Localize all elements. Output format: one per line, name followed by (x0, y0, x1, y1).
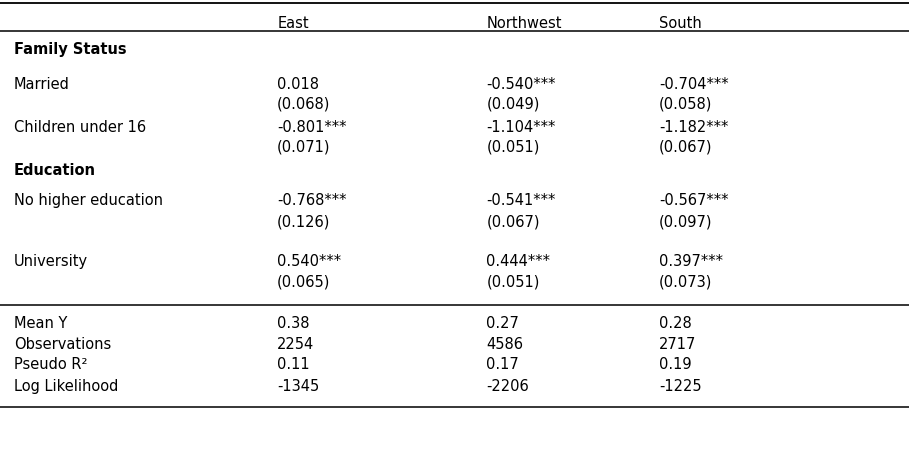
Text: 4586: 4586 (486, 337, 524, 352)
Text: Northwest: Northwest (486, 16, 562, 30)
Text: (0.067): (0.067) (486, 214, 540, 229)
Text: -1.104***: -1.104*** (486, 120, 555, 135)
Text: 0.444***: 0.444*** (486, 254, 550, 268)
Text: -0.541***: -0.541*** (486, 194, 555, 208)
Text: (0.126): (0.126) (277, 214, 331, 229)
Text: -0.801***: -0.801*** (277, 120, 346, 135)
Text: Observations: Observations (14, 337, 111, 352)
Text: (0.049): (0.049) (486, 97, 540, 111)
Text: (0.097): (0.097) (659, 214, 713, 229)
Text: (0.065): (0.065) (277, 274, 331, 289)
Text: Married: Married (14, 77, 69, 91)
Text: (0.058): (0.058) (659, 97, 713, 111)
Text: -1225: -1225 (659, 379, 702, 394)
Text: Log Likelihood: Log Likelihood (14, 379, 118, 394)
Text: 0.397***: 0.397*** (659, 254, 723, 268)
Text: 0.018: 0.018 (277, 77, 319, 91)
Text: University: University (14, 254, 88, 268)
Text: Pseudo R²: Pseudo R² (14, 358, 87, 372)
Text: Mean Y: Mean Y (14, 316, 67, 331)
Text: Family Status: Family Status (14, 43, 126, 57)
Text: -0.540***: -0.540*** (486, 77, 555, 91)
Text: Education: Education (14, 163, 95, 177)
Text: (0.051): (0.051) (486, 140, 540, 154)
Text: South: South (659, 16, 702, 30)
Text: 2254: 2254 (277, 337, 315, 352)
Text: (0.073): (0.073) (659, 274, 713, 289)
Text: East: East (277, 16, 309, 30)
Text: 0.27: 0.27 (486, 316, 519, 331)
Text: -0.567***: -0.567*** (659, 194, 728, 208)
Text: -0.704***: -0.704*** (659, 77, 729, 91)
Text: (0.067): (0.067) (659, 140, 713, 154)
Text: 2717: 2717 (659, 337, 696, 352)
Text: -2206: -2206 (486, 379, 529, 394)
Text: -1.182***: -1.182*** (659, 120, 728, 135)
Text: No higher education: No higher education (14, 194, 163, 208)
Text: 0.11: 0.11 (277, 358, 310, 372)
Text: (0.068): (0.068) (277, 97, 331, 111)
Text: (0.051): (0.051) (486, 274, 540, 289)
Text: 0.540***: 0.540*** (277, 254, 342, 268)
Text: -0.768***: -0.768*** (277, 194, 346, 208)
Text: -1345: -1345 (277, 379, 319, 394)
Text: 0.38: 0.38 (277, 316, 310, 331)
Text: 0.28: 0.28 (659, 316, 692, 331)
Text: Children under 16: Children under 16 (14, 120, 145, 135)
Text: 0.17: 0.17 (486, 358, 519, 372)
Text: (0.071): (0.071) (277, 140, 331, 154)
Text: 0.19: 0.19 (659, 358, 692, 372)
